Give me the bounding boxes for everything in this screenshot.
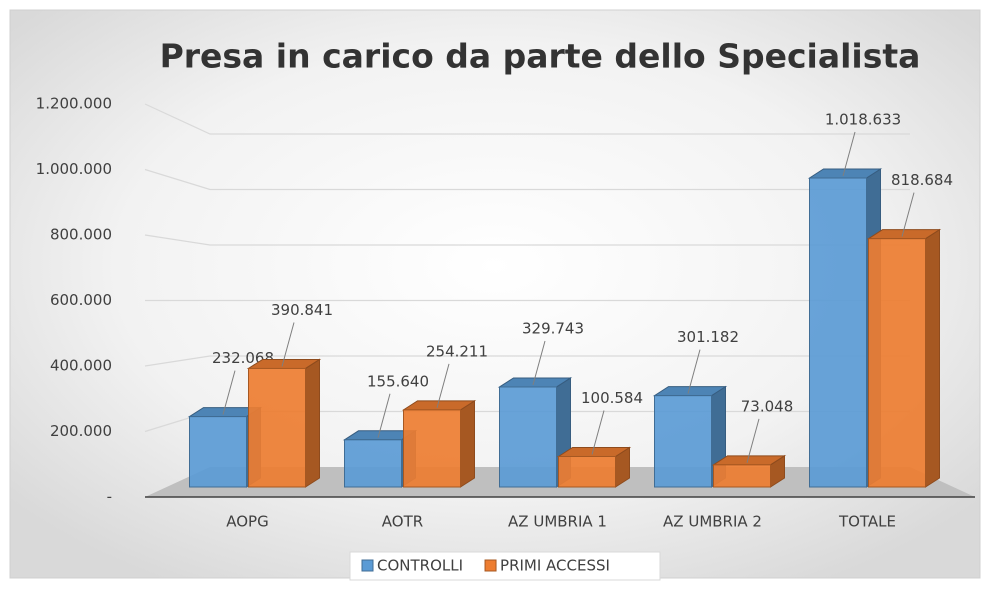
legend-label: CONTROLLI xyxy=(377,557,463,575)
bar xyxy=(556,446,632,488)
data-label: 1.018.633 xyxy=(825,111,901,129)
leader-line xyxy=(281,322,295,367)
leader-line xyxy=(532,340,546,386)
bar-front xyxy=(403,409,461,488)
grid-line xyxy=(144,168,910,191)
bar-front xyxy=(558,455,616,488)
y-tick-label: 800.000 xyxy=(50,226,112,244)
data-label: 301.182 xyxy=(677,328,739,346)
y-tick-label: 400.000 xyxy=(50,357,112,375)
legend-swatch xyxy=(361,559,374,572)
bar-side xyxy=(305,358,320,488)
bar-front xyxy=(713,464,771,488)
bar-front xyxy=(654,395,712,488)
leader-line xyxy=(377,393,391,438)
grid-line xyxy=(144,103,910,135)
bar xyxy=(246,358,322,488)
bar-side xyxy=(460,399,475,488)
y-tick-label: 200.000 xyxy=(50,422,112,440)
grid-line xyxy=(144,234,910,246)
leader-line xyxy=(746,418,760,463)
bar xyxy=(866,228,942,488)
bar-front xyxy=(868,238,926,488)
bar-front xyxy=(809,177,867,488)
leader-line xyxy=(842,131,856,177)
x-tick-label: AZ UMBRIA 1 xyxy=(508,513,607,531)
bar xyxy=(401,399,477,488)
legend-box xyxy=(349,551,661,581)
data-label: 818.684 xyxy=(891,171,953,189)
data-label: 329.743 xyxy=(522,319,584,337)
x-tick-label: AOTR xyxy=(382,513,423,531)
data-label: 73.048 xyxy=(741,397,794,415)
grid-line xyxy=(144,355,910,367)
y-tick-label: 1.000.000 xyxy=(36,160,112,178)
leader-line xyxy=(591,410,605,455)
data-label: 155.640 xyxy=(367,372,429,390)
data-label: 390.841 xyxy=(271,301,333,319)
x-tick-label: TOTALE xyxy=(838,513,896,531)
leader-line xyxy=(687,349,701,394)
y-tick-label: 600.000 xyxy=(50,291,112,309)
leader-line xyxy=(901,192,915,237)
y-tick-label: 1.200.000 xyxy=(36,95,112,113)
bar xyxy=(711,454,787,488)
bar-front xyxy=(189,416,247,488)
leader-line xyxy=(222,370,236,415)
x-tick-label: AZ UMBRIA 2 xyxy=(663,513,762,531)
data-label: 100.584 xyxy=(581,389,643,407)
bar-front xyxy=(344,439,402,488)
leader-line xyxy=(436,363,450,409)
bar-front xyxy=(499,386,557,488)
bar-front xyxy=(248,367,306,488)
legend-swatch xyxy=(484,559,497,572)
bar-side xyxy=(925,228,940,488)
chart-title: Presa in carico da parte dello Specialis… xyxy=(160,37,921,76)
y-tick-label: - xyxy=(107,488,112,506)
x-tick-label: AOPG xyxy=(226,513,268,531)
legend-label: PRIMI ACCESSI xyxy=(500,557,610,575)
data-label: 254.211 xyxy=(426,342,488,360)
